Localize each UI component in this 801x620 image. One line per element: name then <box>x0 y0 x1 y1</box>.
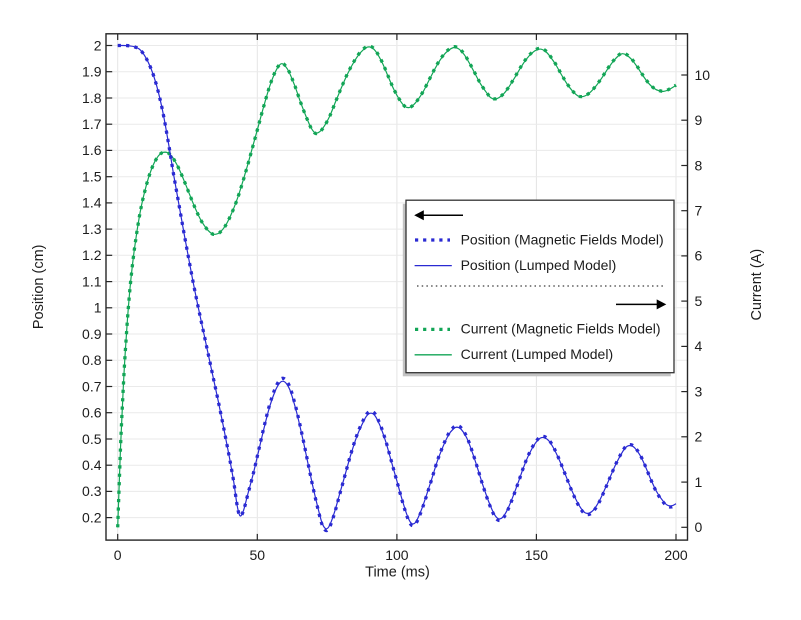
svg-text:1: 1 <box>695 474 703 490</box>
svg-text:0.3: 0.3 <box>82 483 102 499</box>
svg-text:0.8: 0.8 <box>82 352 102 368</box>
svg-text:6: 6 <box>695 248 703 264</box>
svg-text:8: 8 <box>695 157 703 173</box>
svg-text:1.2: 1.2 <box>82 247 102 263</box>
svg-text:0.2: 0.2 <box>82 509 102 525</box>
svg-text:50: 50 <box>250 547 266 563</box>
svg-text:0: 0 <box>695 519 703 535</box>
svg-text:7: 7 <box>695 203 703 219</box>
svg-text:Time (ms): Time (ms) <box>365 565 430 581</box>
svg-text:2: 2 <box>695 429 703 445</box>
svg-text:Current (A): Current (A) <box>749 249 765 321</box>
svg-text:9: 9 <box>695 112 703 128</box>
svg-text:Current (Lumped Model): Current (Lumped Model) <box>461 346 614 362</box>
svg-text:0.6: 0.6 <box>82 405 102 421</box>
svg-text:0.4: 0.4 <box>82 457 102 473</box>
svg-text:150: 150 <box>525 547 549 563</box>
svg-text:Position (Lumped Model): Position (Lumped Model) <box>461 257 617 273</box>
svg-text:1.4: 1.4 <box>82 195 102 211</box>
svg-text:0.5: 0.5 <box>82 431 102 447</box>
svg-text:5: 5 <box>695 293 703 309</box>
svg-text:200: 200 <box>664 547 688 563</box>
svg-text:100: 100 <box>385 547 409 563</box>
svg-text:0.7: 0.7 <box>82 378 102 394</box>
svg-text:1: 1 <box>94 300 102 316</box>
svg-text:1.8: 1.8 <box>82 90 102 106</box>
svg-text:1.1: 1.1 <box>82 273 102 289</box>
svg-text:0: 0 <box>114 547 122 563</box>
svg-text:Position (Magnetic Fields Mode: Position (Magnetic Fields Model) <box>461 231 664 247</box>
svg-text:2: 2 <box>94 37 102 53</box>
svg-text:Current (Magnetic Fields Model: Current (Magnetic Fields Model) <box>461 321 661 337</box>
svg-text:1.3: 1.3 <box>82 221 102 237</box>
svg-text:0.9: 0.9 <box>82 326 102 342</box>
svg-text:1.7: 1.7 <box>82 116 102 132</box>
svg-text:1.5: 1.5 <box>82 169 102 185</box>
svg-text:Position (cm): Position (cm) <box>31 244 47 329</box>
svg-text:10: 10 <box>695 67 711 83</box>
svg-text:1.9: 1.9 <box>82 64 102 80</box>
svg-text:3: 3 <box>695 383 703 399</box>
svg-text:1.6: 1.6 <box>82 142 102 158</box>
svg-text:4: 4 <box>695 338 703 354</box>
